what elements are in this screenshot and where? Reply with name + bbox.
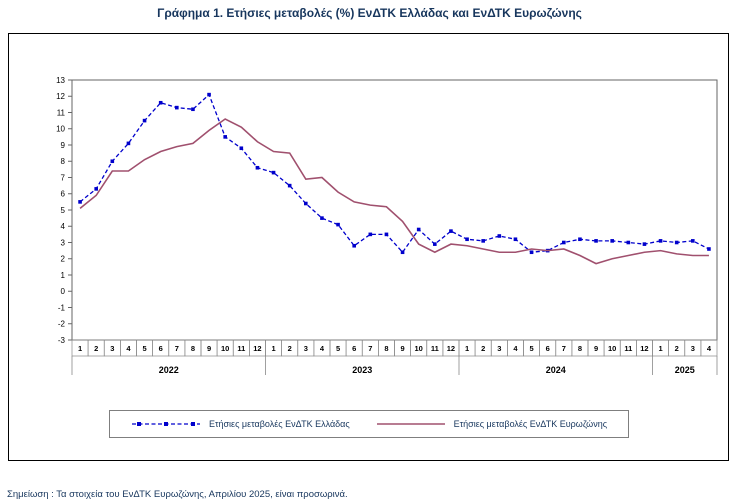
svg-text:5: 5 (142, 344, 146, 353)
svg-text:2: 2 (94, 344, 98, 353)
chart-title: Γράφημα 1. Ετήσιες μεταβολές (%) ΕνΔΤΚ Ε… (157, 6, 582, 20)
svg-text:7: 7 (368, 344, 372, 353)
svg-text:10: 10 (608, 344, 616, 353)
svg-text:10: 10 (415, 344, 423, 353)
greece-dashed-line-icon (131, 422, 200, 426)
chart-frame: -3 -2 -1 0 1 2 3 4 5 6 7 8 9 10 11 12 13 1 2 3 4 5 6 7 8 9 10 11 12 1… (8, 33, 729, 461)
legend-label-eurozone: Ετήσιες μεταβολές ΕνΔΤΚ Ευρωζώνης (453, 419, 608, 429)
svg-text:11: 11 (237, 344, 245, 353)
svg-text:1: 1 (61, 271, 66, 280)
svg-text:12: 12 (56, 92, 65, 101)
svg-text:3: 3 (691, 344, 695, 353)
svg-text:2022: 2022 (159, 365, 179, 375)
svg-text:8: 8 (578, 344, 582, 353)
svg-text:4: 4 (707, 344, 712, 353)
svg-text:5: 5 (336, 344, 340, 353)
svg-text:6: 6 (352, 344, 356, 353)
svg-text:12: 12 (447, 344, 455, 353)
svg-text:-3: -3 (58, 336, 66, 345)
legend-item-greece: Ετήσιες μεταβολές ΕνΔΤΚ Ελλάδας (130, 418, 350, 430)
svg-text:-1: -1 (58, 303, 66, 312)
svg-text:9: 9 (400, 344, 404, 353)
svg-text:-2: -2 (58, 320, 66, 329)
svg-text:4: 4 (320, 344, 325, 353)
svg-text:6: 6 (546, 344, 550, 353)
svg-text:11: 11 (431, 344, 439, 353)
svg-text:2023: 2023 (352, 365, 372, 375)
footnote: Σημείωση : Τα στοιχεία του ΕνΔΤΚ Ευρωζών… (7, 489, 348, 500)
svg-text:7: 7 (562, 344, 566, 353)
svg-text:12: 12 (640, 344, 648, 353)
svg-text:2: 2 (288, 344, 292, 353)
svg-text:7: 7 (61, 173, 66, 182)
svg-text:9: 9 (594, 344, 598, 353)
svg-text:2: 2 (481, 344, 485, 353)
svg-text:8: 8 (61, 157, 66, 166)
svg-text:6: 6 (61, 190, 66, 199)
svg-text:5: 5 (61, 206, 66, 215)
svg-text:4: 4 (61, 222, 66, 231)
svg-text:3: 3 (497, 344, 501, 353)
svg-text:3: 3 (304, 344, 308, 353)
svg-text:7: 7 (175, 344, 179, 353)
svg-text:1: 1 (271, 344, 275, 353)
svg-text:5: 5 (529, 344, 533, 353)
svg-text:13: 13 (56, 76, 65, 85)
svg-text:8: 8 (384, 344, 388, 353)
svg-text:1: 1 (78, 344, 82, 353)
chart-legend: Ετήσιες μεταβολές ΕνΔΤΚ Ελλάδας Ετήσιες … (108, 410, 629, 438)
svg-text:11: 11 (57, 108, 66, 117)
svg-text:2: 2 (61, 255, 66, 264)
eurozone-solid-line-icon (376, 423, 445, 425)
svg-text:3: 3 (61, 238, 66, 247)
svg-text:3: 3 (110, 344, 114, 353)
svg-text:10: 10 (221, 344, 229, 353)
svg-text:2024: 2024 (546, 365, 566, 375)
svg-text:0: 0 (61, 287, 66, 296)
legend-item-eurozone: Ετήσιες μεταβολές ΕνΔΤΚ Ευρωζώνης (375, 418, 607, 430)
svg-text:6: 6 (159, 344, 163, 353)
svg-text:2: 2 (675, 344, 679, 353)
svg-text:2025: 2025 (675, 365, 695, 375)
svg-text:1: 1 (658, 344, 662, 353)
legend-label-greece: Ετήσιες μεταβολές ΕνΔΤΚ Ελλάδας (208, 419, 350, 429)
svg-text:4: 4 (513, 344, 518, 353)
svg-text:9: 9 (207, 344, 211, 353)
svg-text:12: 12 (253, 344, 261, 353)
svg-text:4: 4 (126, 344, 131, 353)
svg-text:1: 1 (465, 344, 469, 353)
svg-text:11: 11 (624, 344, 632, 353)
svg-text:10: 10 (56, 125, 65, 134)
svg-text:8: 8 (191, 344, 195, 353)
svg-text:9: 9 (61, 141, 66, 150)
